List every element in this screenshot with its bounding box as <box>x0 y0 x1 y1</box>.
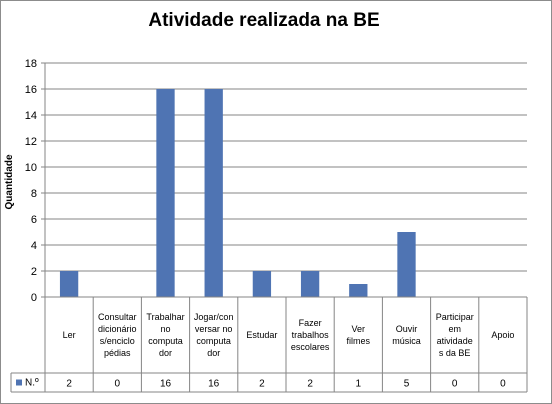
y-tick-label: 4 <box>31 240 37 252</box>
category-label-line: Ver <box>352 324 366 334</box>
category-label-line: dor <box>159 348 172 358</box>
data-value-label: 0 <box>500 379 506 390</box>
legend-label: N.º <box>25 378 39 389</box>
category-label-line: dor <box>207 348 220 358</box>
category-label-line: computa <box>196 336 231 346</box>
category-label-line: Fazer <box>299 318 322 328</box>
category-label-line: versar no <box>195 324 233 334</box>
gridlines <box>45 62 527 272</box>
category-label-line: Trabalhar <box>146 312 184 322</box>
bar <box>204 89 223 297</box>
category-label: Participar em atividade s da BE <box>436 312 474 358</box>
category-label-line: Ler <box>63 330 76 340</box>
category-label-line: s da BE <box>439 348 471 358</box>
y-axis-label: Quantidade <box>4 154 15 209</box>
bars <box>59 89 416 297</box>
data-value-label: 16 <box>208 379 220 390</box>
category-label-line: s/enciclo <box>100 336 135 346</box>
data-value-label: 16 <box>160 379 172 390</box>
data-value-label: 2 <box>307 379 313 390</box>
data-value-label: 5 <box>404 379 410 390</box>
y-tick-label: 6 <box>31 214 37 226</box>
category-label-line: computa <box>148 336 183 346</box>
category-label-line: Estudar <box>246 330 277 340</box>
axes: 0 2 4 6 8 10 12 14 16 18 <box>25 58 527 304</box>
bar <box>300 271 320 297</box>
category-label: Trabalhar no computa dor <box>146 312 184 358</box>
bar <box>252 271 272 297</box>
bar <box>349 284 368 297</box>
data-value-label: 0 <box>115 379 121 390</box>
y-tick-label: 0 <box>31 292 37 304</box>
category-label-line: Ouvir <box>396 324 418 334</box>
category-label: Consultar dicionário s/enciclo pédias <box>98 312 137 358</box>
y-tick-label: 18 <box>25 58 37 70</box>
category-label: Fazer trabalhos escolares <box>291 318 330 352</box>
data-value-label: 2 <box>259 379 265 390</box>
category-label-line: Jogar/con <box>194 312 234 322</box>
chart-title: Atividade realizada na BE <box>148 10 379 31</box>
data-table: Ler Consultar dicionário s/enciclo pédias Tra… <box>10 297 528 393</box>
category-label: Jogar/con versar no computa dor <box>194 312 234 358</box>
category-label-line: pédias <box>104 348 131 358</box>
y-tick-label: 8 <box>31 188 37 200</box>
category-label-line: Participar <box>436 312 474 322</box>
category-label-line: dicionário <box>98 324 137 334</box>
category-label: Ler <box>63 330 76 340</box>
y-tick-label: 10 <box>25 162 37 174</box>
bar <box>59 271 79 297</box>
category-label-line: em <box>448 324 461 334</box>
y-tick-label: 12 <box>25 136 37 148</box>
category-label: Ouvir música <box>392 324 421 346</box>
y-tick-label: 14 <box>25 110 37 122</box>
category-label: Estudar <box>246 330 277 340</box>
category-label-line: trabalhos <box>292 330 330 340</box>
bar <box>397 232 416 297</box>
data-value-label: 2 <box>66 379 72 390</box>
category-label: Ver filmes <box>347 324 371 346</box>
category-label-line: filmes <box>347 336 371 346</box>
category-label-line: Apoio <box>491 330 514 340</box>
category-label-line: Consultar <box>98 312 137 322</box>
y-tick-label: 2 <box>31 266 37 278</box>
category-label-line: escolares <box>291 342 330 352</box>
category-label-line: no <box>160 324 170 334</box>
y-tick-label: 16 <box>25 84 37 96</box>
data-value-label: 0 <box>452 379 458 390</box>
data-value-label: 1 <box>356 379 362 390</box>
bar <box>156 89 175 297</box>
category-label-line: música <box>392 336 421 346</box>
category-label-line: atividade <box>437 336 473 346</box>
category-label: Apoio <box>491 330 514 340</box>
legend-swatch <box>16 379 22 386</box>
